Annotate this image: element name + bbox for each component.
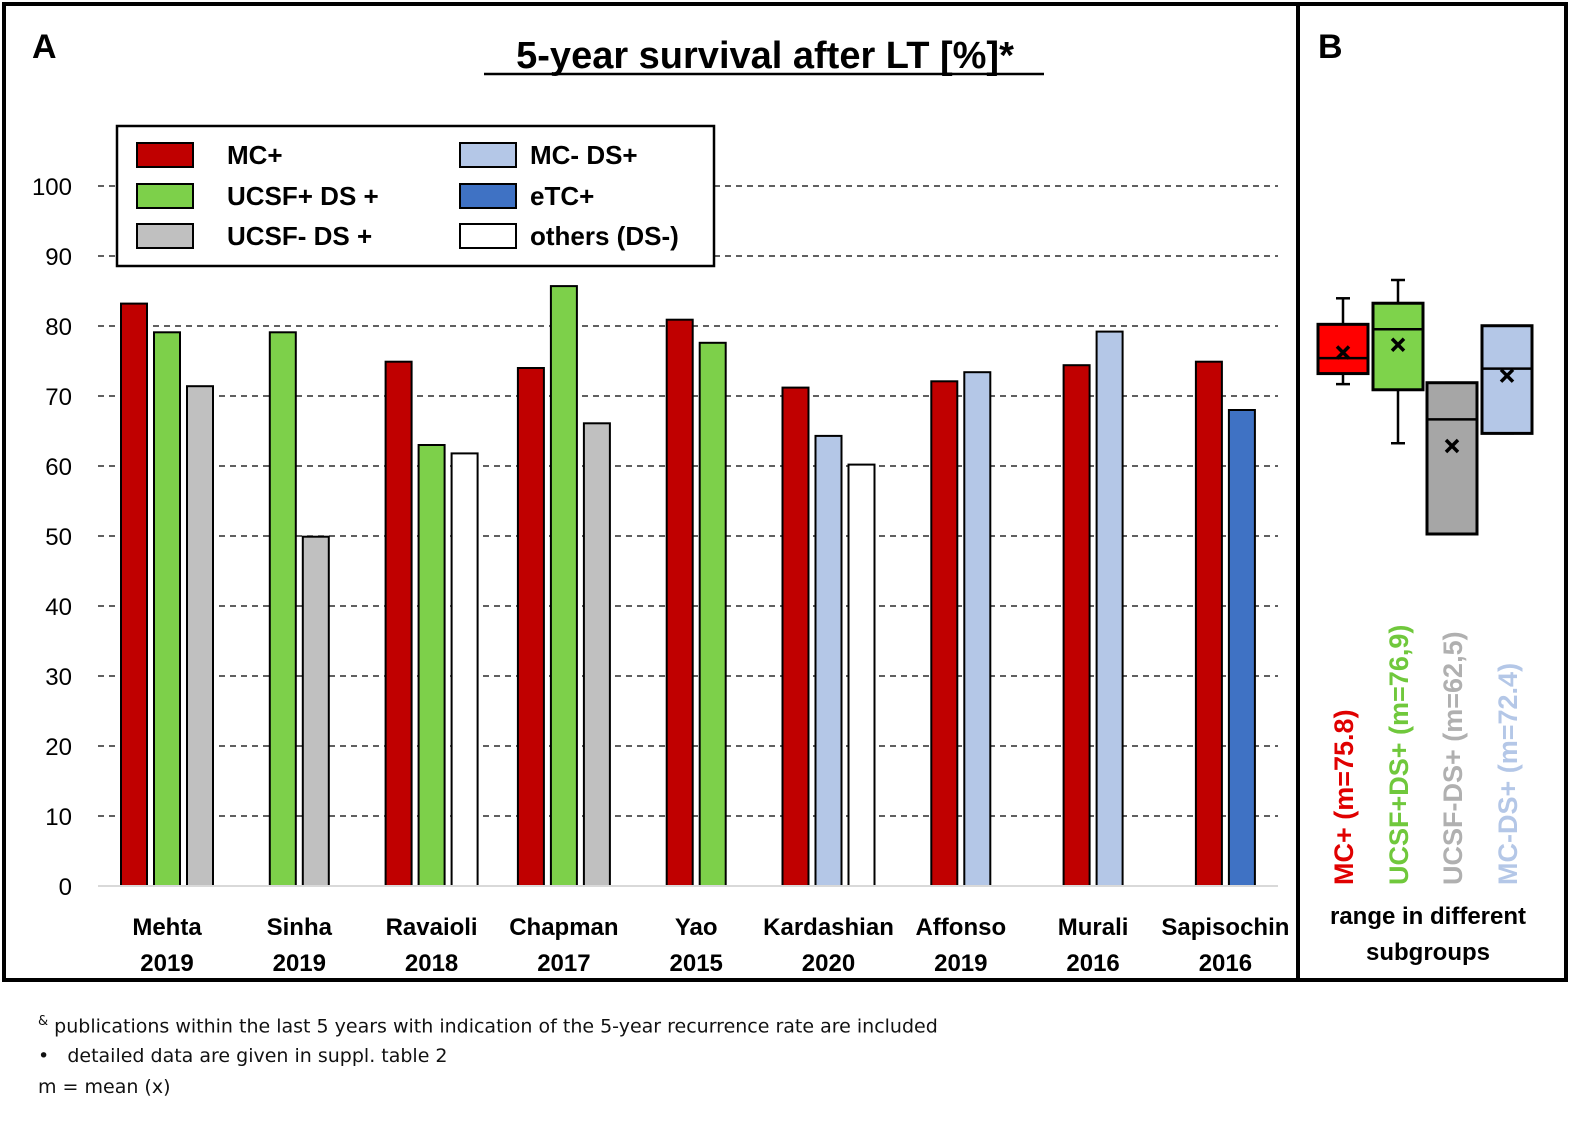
box-box_mc_minus [1480, 324, 1534, 435]
x-tick-author: Affonso [915, 914, 1006, 941]
box-plot-labels: MC+ (m=75.8) UCSF+DS+ (m=76,9) UCSF-DS+ (m… [1329, 625, 1523, 885]
bar-murali-mc_plus [1062, 364, 1091, 887]
legend-swatch-ucsf_minus_ds_plus [136, 223, 194, 249]
bar-kardashian-others [847, 463, 876, 887]
footnote-3: m = mean (x) [38, 1076, 171, 1098]
y-tick-label: 50 [45, 524, 72, 551]
footnote-2-mark: • [38, 1045, 50, 1067]
legend-label: UCSF- DS + [227, 221, 372, 251]
x-tick-year: 2015 [670, 950, 723, 977]
bars [120, 285, 1256, 888]
box-label-box_mc_minus: MC-DS+ (m=72.4) [1493, 663, 1523, 885]
y-tick-label: 20 [45, 734, 72, 761]
x-tick-author: Kardashian [763, 914, 894, 941]
legend-label: eTC+ [530, 181, 594, 211]
bar-mehta-ucsf_minus_ds_plus [186, 385, 214, 887]
x-tick-year: 2020 [802, 950, 855, 977]
y-tick-label: 90 [45, 244, 72, 271]
box-box_mc_plus [1316, 322, 1370, 376]
bar-sinha-ucsf_plus_ds_plus [268, 331, 297, 887]
bar-affonso-mc_minus_ds_plus [963, 371, 992, 887]
bar-mehta-ucsf_plus_ds_plus [153, 331, 181, 887]
panel-b-caption-line1: range in different [1330, 903, 1526, 930]
bar-kardashian-mc_plus [781, 386, 810, 887]
legend-label: others (DS-) [530, 221, 679, 251]
x-tick-author: Yao [675, 914, 718, 941]
legend-swatch-ucsf_plus_ds_plus [136, 183, 194, 209]
x-axis-labels: Mehta 2019 Sinha 2019 Ravaioli 2018 Chapman 201… [132, 914, 1289, 977]
footnote-1-text: publications within the last 5 years wit… [48, 1015, 938, 1038]
x-tick-year: 2017 [537, 950, 590, 977]
legend: MC+ MC- DS+ UCSF+ DS + eTC+ UCSF- DS + others… [115, 124, 716, 268]
legend-swatch-etc_plus [459, 183, 517, 209]
legend-label: UCSF+ DS + [227, 181, 379, 211]
y-tick-label: 100 [32, 174, 72, 201]
box-label-box_ucsf_minus: UCSF-DS+ (m=62,5) [1438, 631, 1468, 885]
bar-affonso-mc_plus [930, 380, 959, 887]
footnote-2: • detailed data are given in suppl. tabl… [38, 1045, 448, 1067]
footnote-1: & publications within the last 5 years w… [38, 1014, 938, 1037]
mean-marker [1335, 345, 1351, 360]
x-tick-year: 2019 [273, 950, 326, 977]
legend-swatch-mc_minus_ds_plus [459, 142, 517, 168]
footnote-3-text: m = mean (x) [38, 1076, 171, 1098]
panel-a-label: A [32, 28, 57, 66]
x-tick-year: 2016 [1199, 950, 1252, 977]
bar-yao-mc_plus [665, 318, 694, 887]
box-plots [1316, 278, 1534, 536]
x-tick-author: Sinha [267, 914, 333, 941]
y-tick-label: 10 [45, 804, 72, 831]
box-box_ucsf_minus [1425, 381, 1479, 536]
bar-ravaioli-ucsf_plus_ds_plus [417, 444, 446, 887]
bar-mehta-mc_plus [120, 302, 148, 888]
box-label-box_mc_plus: MC+ (m=75.8) [1329, 709, 1359, 885]
x-tick-author: Ravaioli [386, 914, 478, 941]
legend-label: MC+ [227, 140, 283, 170]
x-tick-author: Chapman [509, 914, 618, 941]
bar-ravaioli-others [450, 452, 479, 887]
legend-box [115, 124, 716, 268]
x-tick-year: 2018 [405, 950, 458, 977]
y-tick-label: 40 [45, 594, 72, 621]
figure: A 5-year survival after LT [%]* B 0 10 20 3… [2, 2, 1568, 982]
bar-sapisochin-mc_plus [1194, 360, 1223, 887]
mean-marker [1390, 337, 1406, 352]
panel-b-frame [1296, 2, 1568, 982]
mean-marker [1499, 368, 1515, 383]
bar-chapman-ucsf_plus_ds_plus [549, 285, 578, 888]
bar-chapman-ucsf_minus_ds_plus [582, 422, 611, 887]
y-tick-label: 0 [59, 874, 72, 901]
y-tick-label: 80 [45, 314, 72, 341]
y-tick-label: 60 [45, 454, 72, 481]
bar-yao-ucsf_plus_ds_plus [698, 341, 727, 887]
x-tick-author: Sapisochin [1161, 914, 1289, 941]
x-tick-year: 2019 [140, 950, 193, 977]
bar-sapisochin-etc_plus [1227, 409, 1256, 887]
y-axis: 0 10 20 30 40 50 60 70 80 90 100 [32, 174, 72, 901]
y-tick-label: 70 [45, 384, 72, 411]
box-label-box_ucsf_plus: UCSF+DS+ (m=76,9) [1384, 625, 1414, 885]
legend-swatch-mc_plus [136, 142, 194, 168]
bar-ravaioli-mc_plus [384, 360, 413, 887]
x-tick-year: 2016 [1066, 950, 1119, 977]
mean-marker [1444, 438, 1460, 454]
footnote-2-text: detailed data are given in suppl. table … [67, 1045, 448, 1067]
bar-kardashian-mc_minus_ds_plus [814, 434, 843, 887]
x-tick-year: 2019 [934, 950, 987, 977]
bar-chapman-mc_plus [516, 367, 545, 887]
footnote-1-mark: & [38, 1014, 49, 1029]
x-tick-author: Murali [1058, 914, 1129, 941]
x-tick-author: Mehta [132, 914, 202, 941]
bar-sinha-ucsf_minus_ds_plus [301, 535, 330, 887]
legend-swatch-others [459, 223, 517, 249]
panel-b-caption-line2: subgroups [1366, 939, 1490, 966]
bar-murali-mc_minus_ds_plus [1095, 330, 1124, 888]
chart-title: 5-year survival after LT [%]* [516, 35, 1014, 77]
panel-b-label: B [1318, 28, 1343, 66]
y-tick-label: 30 [45, 664, 72, 691]
legend-label: MC- DS+ [530, 140, 638, 170]
